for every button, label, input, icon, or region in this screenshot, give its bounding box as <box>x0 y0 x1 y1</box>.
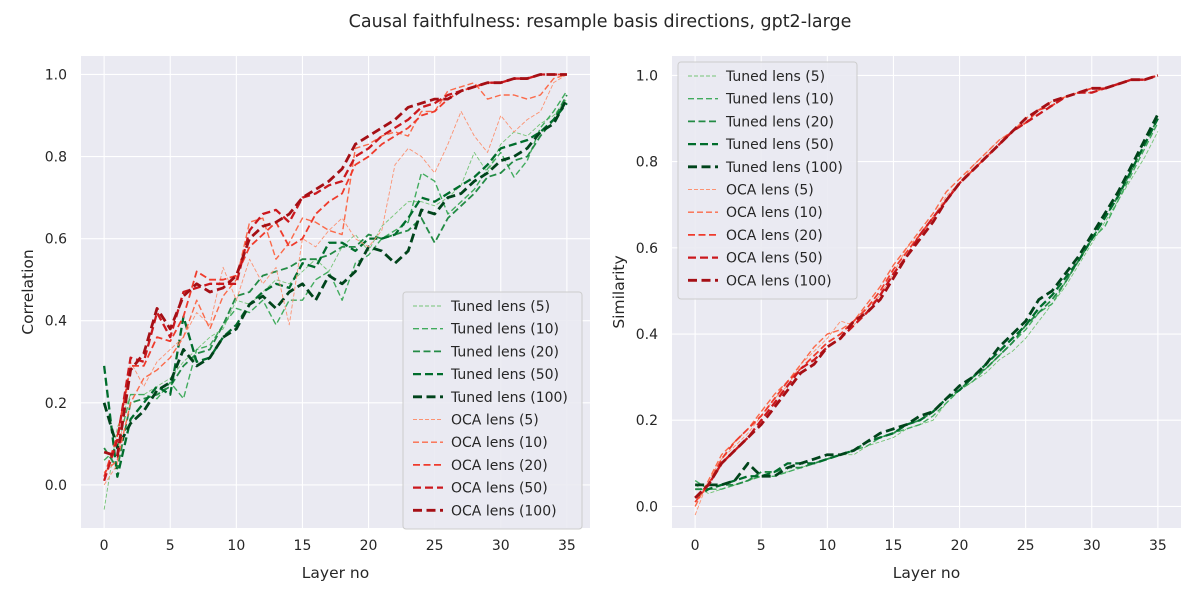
similarity-panel: 0 5 10 15 20 25 30 35 0.0 0.2 0.4 0.6 0.8 1.0 Layer no… <box>610 56 1181 582</box>
legend-label-oca-10: OCA lens (10) <box>451 435 548 451</box>
y-tick-label: 0.4 <box>636 327 658 343</box>
x-tick-label: 10 <box>818 538 836 554</box>
x-tick-label: 20 <box>951 538 969 554</box>
series-line-oca-100 <box>103 73 567 458</box>
series-line-tuned-10 <box>103 90 568 461</box>
legend-label-tuned-100: Tuned lens (100) <box>725 160 843 176</box>
y-axis-label: Correlation <box>19 249 37 334</box>
x-tick-label: 10 <box>227 538 245 554</box>
y-tick-label: 0.0 <box>636 499 658 515</box>
x-tick-label: 30 <box>492 538 510 554</box>
legend-label-oca-5: OCA lens (5) <box>451 413 539 429</box>
y-tick-label: 0.0 <box>45 478 67 494</box>
series-line-tuned-50 <box>102 102 568 478</box>
legend-label-oca-5: OCA lens (5) <box>726 183 814 199</box>
series-line-tuned-20 <box>103 94 568 470</box>
series-line-oca-5 <box>103 74 568 486</box>
y-tick-label: 0.8 <box>45 150 67 166</box>
series-line-tuned-5 <box>103 98 568 510</box>
series-line-tuned-100 <box>102 98 569 450</box>
legend-box <box>402 291 583 530</box>
series-line-tuned-20 <box>695 118 1159 491</box>
x-tick-label: 35 <box>1149 538 1167 554</box>
legend-label-oca-100: OCA lens (100) <box>451 503 557 519</box>
legend-label-tuned-10: Tuned lens (10) <box>725 92 834 108</box>
legend-label-oca-20: OCA lens (20) <box>726 228 823 244</box>
correlation-panel: 0 5 10 15 20 25 30 35 0.0 0.2 0.4 0.6 0.8 1.0 Layer no… <box>19 56 590 582</box>
legend-label-tuned-100: Tuned lens (100) <box>450 390 568 406</box>
y-tick-label: 0.6 <box>636 241 658 257</box>
legend-label-oca-100: OCA lens (100) <box>726 273 832 289</box>
legend-label-oca-50: OCA lens (50) <box>726 251 823 267</box>
x-tick-label: 5 <box>166 538 175 554</box>
legend-label-tuned-50: Tuned lens (50) <box>725 137 834 153</box>
x-tick-label: 20 <box>360 538 378 554</box>
x-tick-label: 15 <box>885 538 903 554</box>
y-axis-label: Similarity <box>610 255 628 328</box>
y-tick-label: 0.2 <box>636 413 658 429</box>
series-line-tuned-100 <box>695 113 1160 487</box>
y-tick-label: 1.0 <box>45 67 67 83</box>
legend-label-tuned-20: Tuned lens (20) <box>725 114 834 130</box>
legend-label-oca-20: OCA lens (20) <box>451 458 548 474</box>
legend-label-tuned-20: Tuned lens (20) <box>450 344 559 360</box>
x-tick-label: 35 <box>558 538 576 554</box>
x-tick-label: 0 <box>100 538 109 554</box>
x-axis-label: Layer no <box>302 564 369 582</box>
legend-label-oca-10: OCA lens (10) <box>726 205 823 221</box>
series-line-tuned-50 <box>694 117 1159 499</box>
y-tick-label: 0.4 <box>45 314 67 330</box>
series-line-oca-100 <box>694 74 1159 499</box>
series-line-oca-10 <box>103 73 568 474</box>
legend-label-tuned-50: Tuned lens (50) <box>450 367 559 383</box>
x-tick-label: 15 <box>294 538 312 554</box>
x-tick-label: 0 <box>691 538 700 554</box>
y-tick-label: 0.8 <box>636 155 658 171</box>
x-tick-label: 25 <box>426 538 444 554</box>
y-tick-label: 0.6 <box>45 232 67 248</box>
series-line-oca-20 <box>103 73 567 477</box>
series-line-tuned-5 <box>694 131 1159 494</box>
legend-box <box>677 61 858 300</box>
figure-suptitle: Causal faithfulness: resample basis dire… <box>349 12 852 32</box>
legend-label-tuned-10: Tuned lens (10) <box>450 322 559 338</box>
y-tick-label: 1.0 <box>636 68 658 84</box>
x-tick-label: 25 <box>1017 538 1035 554</box>
legend-label-oca-50: OCA lens (50) <box>451 481 548 497</box>
x-tick-label: 5 <box>757 538 766 554</box>
legend-label-tuned-5: Tuned lens (5) <box>725 69 825 85</box>
x-tick-label: 30 <box>1083 538 1101 554</box>
y-tick-label: 0.2 <box>45 396 67 412</box>
x-axis-label: Layer no <box>893 564 960 582</box>
legend-label-tuned-5: Tuned lens (5) <box>450 299 550 315</box>
